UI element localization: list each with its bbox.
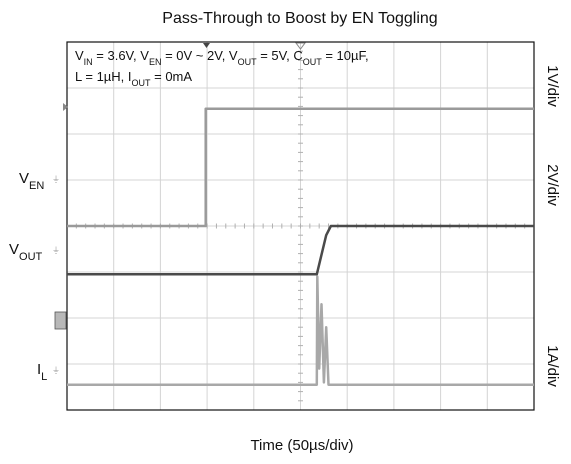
ground-icon: ⏚ xyxy=(52,246,60,255)
test-conditions-line2: L = 1µH, IOUT = 0mA xyxy=(75,69,192,88)
ground-icon: ⏚ xyxy=(52,366,60,375)
x-axis-label: Time (50µs/div) xyxy=(250,437,353,454)
scale-en: 1V/div xyxy=(544,65,561,107)
marker-ch-box xyxy=(55,312,66,329)
label-il: IL xyxy=(37,361,47,383)
channel-labels: VEN ⏚ VOUT ⏚ IL ⏚ xyxy=(9,170,60,383)
test-conditions-line1: VIN = 3.6V, VEN = 0V ~ 2V, VOUT = 5V, CO… xyxy=(75,48,369,67)
scale-vout: 2V/div xyxy=(544,164,561,206)
channel-scales: 1V/div 2V/div 1A/div xyxy=(544,65,561,387)
label-vout: VOUT xyxy=(9,241,43,263)
label-en: VEN xyxy=(19,170,44,192)
chart-title: Pass-Through to Boost by EN Toggling xyxy=(162,10,437,27)
ground-icon: ⏚ xyxy=(52,175,60,184)
scale-il: 1A/div xyxy=(544,345,561,387)
